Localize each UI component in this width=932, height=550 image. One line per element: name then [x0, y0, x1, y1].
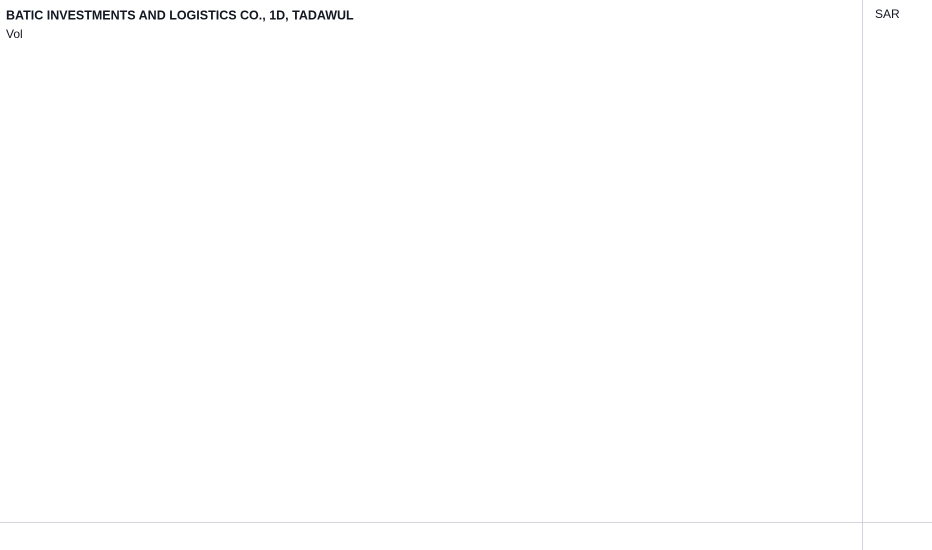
- volume-title: Vol: [6, 27, 23, 41]
- currency: SAR: [875, 7, 900, 21]
- chart-title: BATIC INVESTMENTS AND LOGISTICS CO., 1D,…: [6, 8, 354, 22]
